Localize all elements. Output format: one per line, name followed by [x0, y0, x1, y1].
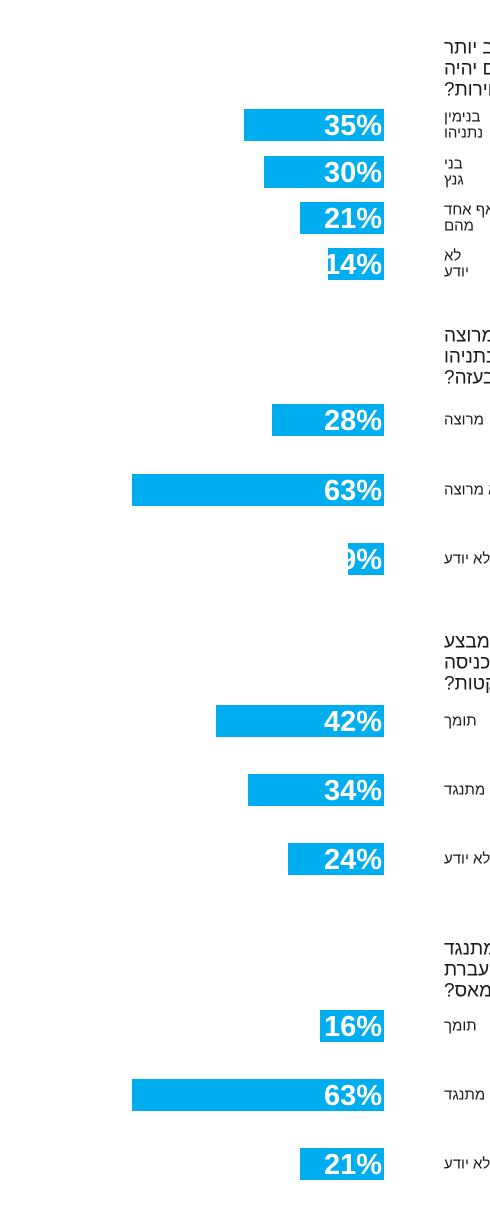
- bar-value-label: 42%: [324, 706, 382, 738]
- bar: [288, 843, 384, 875]
- chart-title-line: האם אתה תומך או מתנגד: [444, 939, 490, 960]
- chart-section-4: האם אתה תומך או מתנגדלמתן האישור הישראלי…: [132, 939, 490, 1181]
- category-label: בני: [444, 156, 463, 173]
- chart-title-line: ראש הממשלה לאחר הבחירות?: [444, 80, 490, 101]
- chart-title-line: בעימות מול חמאס בעזה?: [444, 368, 490, 389]
- bar: [132, 1079, 384, 1111]
- bar-value-label: 28%: [324, 405, 382, 437]
- bar-value-label: 21%: [324, 1149, 382, 1181]
- bar: [132, 474, 384, 506]
- category-label: לא: [444, 248, 461, 265]
- bar-value-label: 16%: [324, 1011, 382, 1043]
- chart-title-line: האם אתה מרוצה או לא מרוצה: [444, 326, 490, 347]
- category-label: מתנגד: [444, 782, 485, 799]
- chart-title-line: מי לדעתך יוכל לטפל טוב יותר: [444, 38, 490, 59]
- chart-title-line: הכסף הקטארי לחמאס?: [444, 981, 490, 1002]
- category-label: תומך: [444, 1018, 477, 1035]
- chart-title-line: רחב נגד חמאס בעזה, שכולל כניסה: [444, 653, 490, 674]
- bar-value-label: 21%: [324, 203, 382, 235]
- category-label: מתנגד: [444, 1087, 485, 1104]
- bar-value-label: 34%: [324, 775, 382, 807]
- bar: [248, 774, 384, 806]
- bar: [264, 156, 384, 188]
- category-label: יודע: [444, 264, 469, 281]
- chart-section-2: האם אתה מרוצה או לא מרוצהמהטיפול של ראש …: [132, 326, 490, 576]
- bar: [216, 705, 384, 737]
- bar: [272, 404, 384, 436]
- bar: [320, 1010, 384, 1042]
- bar-value-label: 24%: [324, 844, 382, 876]
- chart-section-3: האם אתה תומך או מתנגד למבצערחב נגד חמאס …: [216, 632, 490, 876]
- category-label: בנימין: [444, 109, 481, 126]
- category-label: לא יודע: [444, 1156, 490, 1173]
- bar: [300, 202, 384, 234]
- category-label: אף אחד: [444, 202, 490, 219]
- bar: [300, 1148, 384, 1180]
- bar-value-label: 35%: [324, 110, 382, 142]
- bar-value-label: 63%: [324, 475, 382, 507]
- category-label: לא יודע: [444, 851, 490, 868]
- category-label: מרוצה: [444, 412, 484, 429]
- bar: [328, 248, 384, 280]
- bar: [348, 543, 384, 575]
- bar-value-label: 14%: [324, 249, 382, 281]
- category-label: תומך: [444, 713, 477, 730]
- bar: [244, 109, 384, 141]
- chart-title-line: למתן האישור הישראלי להעברת: [444, 960, 490, 981]
- chart-section-1: מי לדעתך יוכל לטפל טוב יותרבעימות מול חמ…: [244, 38, 490, 281]
- bar-value-label: 63%: [324, 1080, 382, 1112]
- category-label: לא מרוצה: [444, 482, 490, 499]
- chart-title-line: האם אתה תומך או מתנגד למבצע: [444, 632, 490, 653]
- bar-value-label: 9%: [340, 544, 382, 576]
- category-label: לא יודע: [444, 551, 490, 568]
- chart-title-line: קרקעית לשם חיסול מערך הרקטות?: [444, 674, 490, 695]
- bar-value-label: 30%: [324, 157, 382, 189]
- category-label: מהם: [444, 218, 474, 235]
- chart-title-line: בעימות מול חמאס בעזה אם יהיה: [444, 59, 490, 80]
- chart-title-line: מהטיפול של ראש הממשלה נתניהו: [444, 347, 490, 368]
- category-label: גנץ: [444, 172, 464, 189]
- category-label: נתניהו: [444, 125, 483, 142]
